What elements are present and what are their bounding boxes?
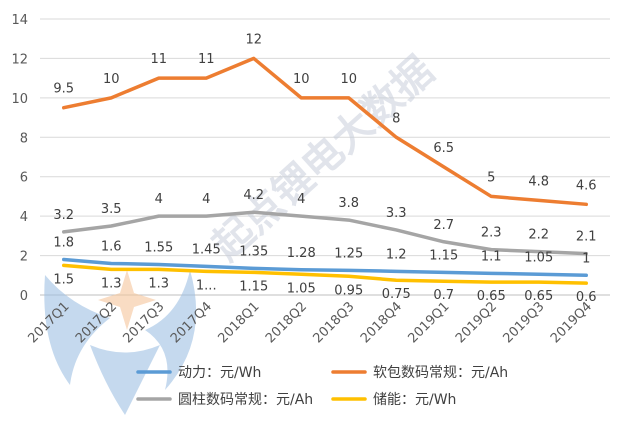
x-tick-label: 2018Q4	[358, 299, 405, 346]
data-label: 3.8	[338, 196, 359, 211]
data-label: 9.5	[53, 82, 74, 97]
watermark-logo	[44, 270, 197, 415]
data-label: 0.75	[382, 287, 411, 302]
y-tick-label: 0	[20, 289, 28, 304]
data-label: 2.1	[576, 230, 597, 245]
y-tick-label: 12	[11, 52, 28, 67]
data-label: 11	[150, 52, 167, 67]
data-label: 1	[582, 251, 590, 266]
data-label: 1.5	[53, 272, 74, 287]
x-tick-label: 2019Q2	[453, 299, 500, 346]
data-label: 1.2	[386, 247, 407, 262]
legend: 动力：元/Wh 软包数码常规：元/Ah 圆柱数码常规：元/Ah 储能：元/Wh	[136, 365, 508, 408]
data-label: 4	[155, 192, 163, 207]
legend-label: 动力：元/Wh	[178, 365, 261, 381]
data-label: 2.2	[528, 228, 549, 243]
data-label: 12	[245, 32, 262, 47]
y-tick-label: 8	[20, 131, 28, 146]
series-line-0	[62, 257, 588, 278]
series-line-2	[62, 210, 588, 256]
data-label: 3.5	[101, 202, 122, 217]
data-label: 10	[340, 72, 357, 87]
legend-label: 储能：元/Wh	[373, 392, 456, 408]
series-line-1	[62, 56, 588, 207]
data-label: 1.45	[192, 242, 221, 257]
watermark: 起点锂电大数据	[44, 48, 443, 415]
data-label: 0.65	[477, 289, 506, 304]
data-label: 4	[297, 192, 305, 207]
data-label: 4.8	[528, 174, 549, 189]
data-label: 0.7	[433, 288, 454, 303]
data-label: 5	[487, 170, 495, 185]
data-label: 1.1	[481, 249, 502, 264]
data-label: 3.2	[53, 208, 74, 223]
data-label: 1.05	[287, 281, 316, 296]
data-label: 1.8	[53, 236, 74, 251]
y-tick-label: 10	[11, 92, 28, 107]
data-labels: 1.8 1.6 1.55 1.45 1.35 1.28 1.25 1.2 1.15 1.1 1.05…	[53, 32, 596, 305]
data-label: 3.3	[386, 206, 407, 221]
data-label: 11	[198, 52, 215, 67]
x-tick-label: 2019Q1	[405, 299, 452, 346]
y-axis: 0 2 4 6 8 10 12 14	[11, 13, 28, 304]
data-label: 2.7	[433, 218, 454, 233]
legend-label: 软包数码常规：元/Ah	[373, 365, 508, 381]
y-tick-label: 6	[20, 171, 28, 186]
y-tick-label: 2	[20, 250, 28, 265]
data-label: 4.6	[576, 178, 597, 193]
data-label: 1.3	[101, 276, 122, 291]
x-tick-label: 2018Q1	[215, 299, 262, 346]
legend-label: 圆柱数码常规：元/Ah	[178, 392, 313, 408]
data-label: 1.15	[429, 248, 458, 263]
data-label: 0.65	[524, 289, 553, 304]
data-label: 1.55	[144, 240, 173, 255]
x-axis: 2017Q1 2017Q2 2017Q3 2017Q4 2018Q1 2018Q2 2018…	[25, 299, 595, 346]
data-label: 4.2	[243, 188, 264, 203]
x-tick-label: 2018Q3	[310, 299, 357, 346]
data-label: 10	[293, 72, 310, 87]
data-label: 1.3	[148, 276, 169, 291]
data-label: 0.6	[576, 290, 597, 305]
data-label: 1.6	[101, 239, 122, 254]
data-label: 1.05	[524, 250, 553, 265]
data-label: 1...	[196, 278, 217, 293]
data-label: 4	[202, 192, 210, 207]
data-label: 1.15	[239, 279, 268, 294]
watermark-text: 起点锂电大数据	[204, 48, 443, 270]
y-tick-label: 14	[11, 13, 28, 28]
data-label: 1.28	[287, 246, 316, 261]
x-tick-label: 2019Q4	[548, 299, 595, 346]
data-label: 1.35	[239, 244, 268, 259]
data-label: 8	[392, 111, 400, 126]
series-lines	[62, 56, 588, 285]
data-label: 2.3	[481, 226, 502, 241]
data-label: 1.25	[334, 246, 363, 261]
data-label: 0.95	[334, 283, 363, 298]
y-tick-label: 4	[20, 210, 28, 225]
x-tick-label: 2019Q3	[500, 299, 547, 346]
data-label: 6.5	[433, 141, 454, 156]
data-label: 10	[103, 72, 120, 87]
x-tick-label: 2018Q2	[263, 299, 310, 346]
series-line-3	[62, 263, 588, 285]
